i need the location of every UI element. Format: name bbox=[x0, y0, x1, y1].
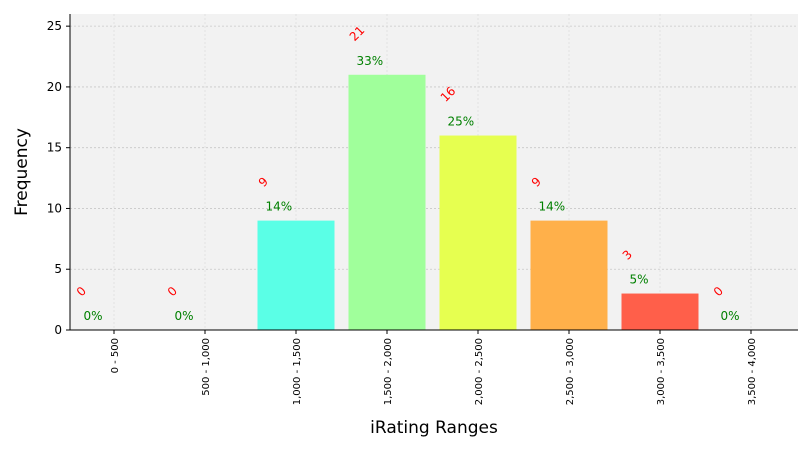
bar bbox=[439, 135, 517, 330]
y-axis-ticks: 0 5 10 15 20 25 bbox=[47, 19, 70, 337]
y-tick-label: 5 bbox=[54, 262, 62, 276]
x-tick-label: 2,000 - 2,500 bbox=[474, 338, 485, 405]
bars bbox=[257, 74, 699, 331]
y-tick-label: 15 bbox=[47, 141, 62, 155]
bar bbox=[257, 220, 335, 330]
x-axis-label: iRating Ranges bbox=[370, 418, 498, 438]
y-axis-label: Frequency bbox=[12, 128, 32, 216]
percent-label: 25% bbox=[448, 115, 475, 129]
bar bbox=[530, 220, 608, 330]
y-tick-label: 10 bbox=[47, 201, 62, 215]
x-tick-label: 1,000 - 1,500 bbox=[292, 338, 303, 405]
plot-area bbox=[70, 14, 798, 330]
x-tick-label: 3,500 - 4,000 bbox=[747, 338, 758, 405]
bar bbox=[621, 293, 699, 330]
percent-label: 0% bbox=[175, 309, 194, 323]
x-tick-label: 1,500 - 2,000 bbox=[383, 338, 394, 405]
x-tick-label: 500 - 1,000 bbox=[201, 338, 212, 396]
percent-label: 0% bbox=[721, 309, 740, 323]
y-tick-label: 0 bbox=[54, 323, 62, 337]
grid-lines bbox=[70, 14, 798, 331]
bar bbox=[348, 74, 426, 331]
x-tick-label: 2,500 - 3,000 bbox=[565, 338, 576, 405]
percent-label: 14% bbox=[539, 200, 566, 214]
y-tick-label: 20 bbox=[47, 80, 62, 94]
percent-label: 5% bbox=[630, 273, 649, 287]
x-axis-ticks: 0 - 500 500 - 1,000 1,000 - 1,500 1,500 - 2… bbox=[110, 330, 758, 405]
y-tick-label: 25 bbox=[47, 19, 62, 33]
percent-label: 14% bbox=[266, 200, 293, 214]
percent-label: 33% bbox=[357, 54, 384, 68]
x-tick-label: 0 - 500 bbox=[110, 338, 121, 373]
x-tick-label: 3,000 - 3,500 bbox=[656, 338, 667, 405]
percent-label: 0% bbox=[84, 309, 103, 323]
